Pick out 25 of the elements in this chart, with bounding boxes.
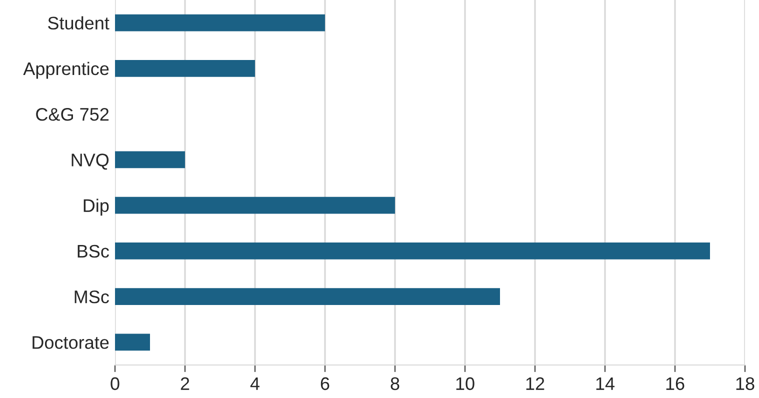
y-tick-label: Student [48, 16, 110, 30]
y-tick-label: C&G 752 [36, 108, 109, 121]
y-tick-label: NVQ [72, 154, 109, 170]
x-tick-label: 4 [250, 377, 260, 390]
x-tick-label: 8 [390, 377, 400, 390]
y-tick-label: Apprentice [23, 62, 109, 79]
x-tick-label: 0 [110, 377, 120, 390]
y-tick-label: MSc [74, 290, 109, 304]
y-tick-label: Dip [84, 198, 109, 216]
x-tick-label: 10 [456, 377, 474, 390]
y-tick-label: BSc [78, 244, 109, 258]
bar [115, 60, 255, 77]
x-tick-label: 6 [320, 377, 330, 390]
bar [115, 151, 185, 168]
x-tick-label: 16 [666, 377, 684, 390]
bar [115, 14, 325, 32]
y-tick-label: Doctorate [32, 336, 109, 349]
x-tick-label: 12 [526, 377, 544, 390]
bar [115, 196, 395, 214]
x-tick-label: 14 [596, 377, 615, 390]
bar [115, 288, 500, 306]
bar [115, 334, 150, 351]
x-tick-label: 2 [180, 377, 190, 390]
bar [115, 242, 710, 260]
x-tick-label: 18 [736, 377, 754, 390]
